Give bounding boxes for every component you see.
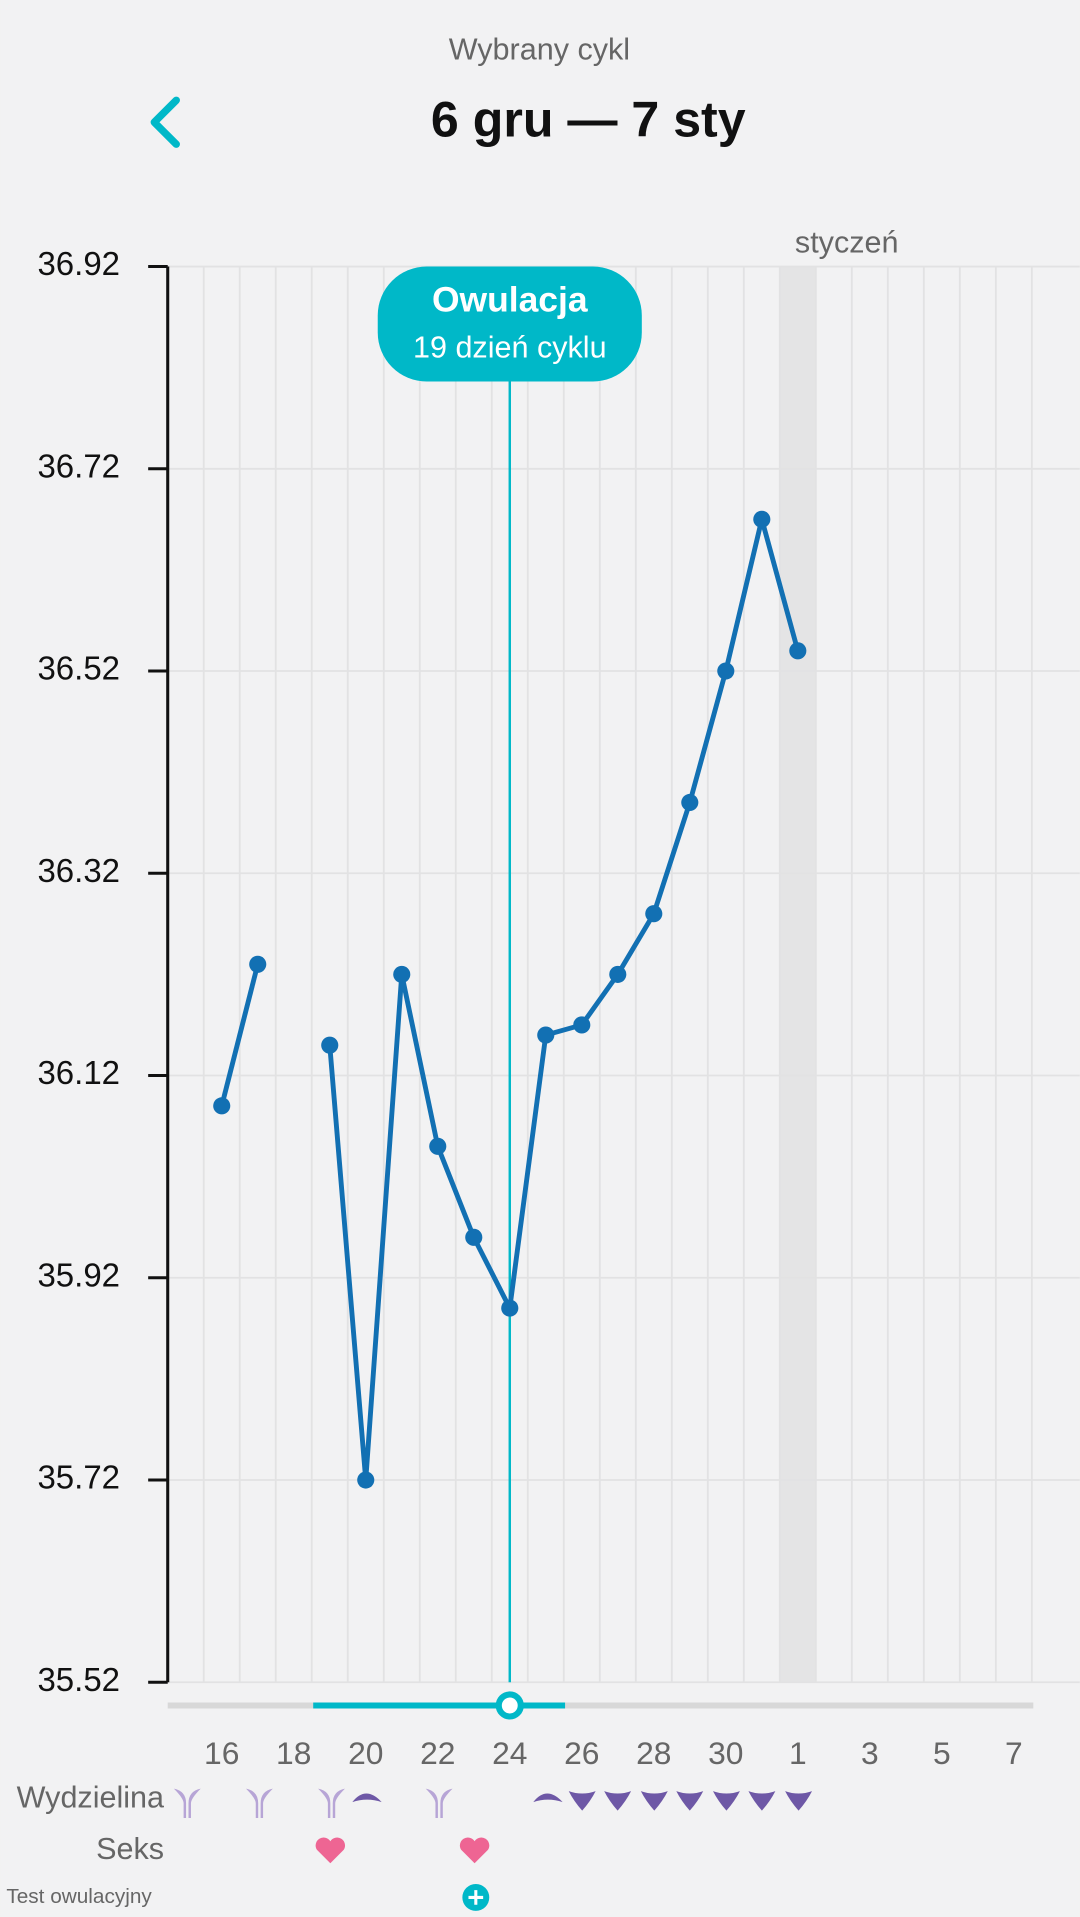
x-tick-label: 28 (636, 1735, 671, 1771)
ovulation-bubble (377, 266, 642, 382)
temperature-point (645, 905, 663, 923)
y-tick-label: 35.92 (37, 1256, 120, 1293)
scroll-handle[interactable] (495, 1691, 524, 1720)
temperature-point (465, 1228, 483, 1246)
header-title: 6 gru — 7 sty (431, 92, 746, 148)
x-tick-label: 16 (204, 1735, 239, 1771)
temperature-point (717, 662, 735, 680)
temperature-point (789, 642, 807, 660)
month-label: styczeń (795, 226, 899, 260)
ovulation-subtitle: 19 dzień cyklu (413, 331, 607, 365)
x-tick-label: 26 (564, 1735, 599, 1771)
x-tick-label: 30 (708, 1735, 743, 1771)
x-tick-label: 18 (276, 1735, 311, 1771)
discharge-icons (173, 1788, 453, 1818)
x-tick-label: 3 (861, 1735, 879, 1771)
temperature-point (249, 955, 267, 973)
temperature-point (501, 1299, 519, 1317)
x-tick-label: 20 (348, 1735, 383, 1771)
y-tick-label: 35.52 (37, 1661, 120, 1698)
temperature-point (429, 1137, 447, 1155)
temperature-line (219, 963, 261, 1107)
y-tick-label: 35.72 (37, 1459, 120, 1496)
header-subtitle: Wybrany cykl (449, 32, 630, 66)
y-tick-label: 36.52 (37, 650, 120, 687)
temperature-point (753, 510, 771, 528)
temperature-point (681, 793, 699, 812)
row-label: Test owulacyjny (6, 1885, 152, 1908)
row-label: Seks (96, 1832, 164, 1866)
ovulation-test-icon (462, 1883, 490, 1911)
x-tick-label: 24 (492, 1735, 527, 1771)
month-highlight (779, 266, 816, 1683)
row-label: Wydzielina (17, 1781, 164, 1815)
y-tick-label: 36.92 (37, 245, 120, 282)
grid: styczeń 36.92 36.72 36.52 36.32 36.12 35.92 35.… (37, 226, 1080, 1698)
temperature-point (537, 1026, 555, 1044)
temperature-point (609, 965, 627, 983)
x-tick-label: 1 (789, 1735, 807, 1771)
temperature-point (573, 1016, 591, 1034)
temperature-line (327, 516, 801, 1483)
temperature-point (321, 1036, 339, 1054)
temperature-point (357, 1471, 375, 1489)
plot: Owulacja 19 dzień cyklu (213, 266, 807, 1683)
y-tick-label: 36.32 (37, 852, 120, 889)
y-tick-label: 36.12 (37, 1054, 120, 1091)
ovulation-title: Owulacja (432, 279, 588, 319)
temperature-point (393, 965, 411, 983)
sex-icons (315, 1837, 490, 1864)
x-tick-label: 7 (1005, 1735, 1023, 1771)
x-tick-label: 5 (933, 1735, 951, 1771)
x-tick-label: 22 (420, 1735, 455, 1771)
temperature-point (213, 1097, 231, 1115)
discharge-icons-dark (352, 1791, 813, 1811)
y-tick-label: 36.72 (37, 447, 120, 484)
back-button[interactable] (150, 96, 180, 148)
